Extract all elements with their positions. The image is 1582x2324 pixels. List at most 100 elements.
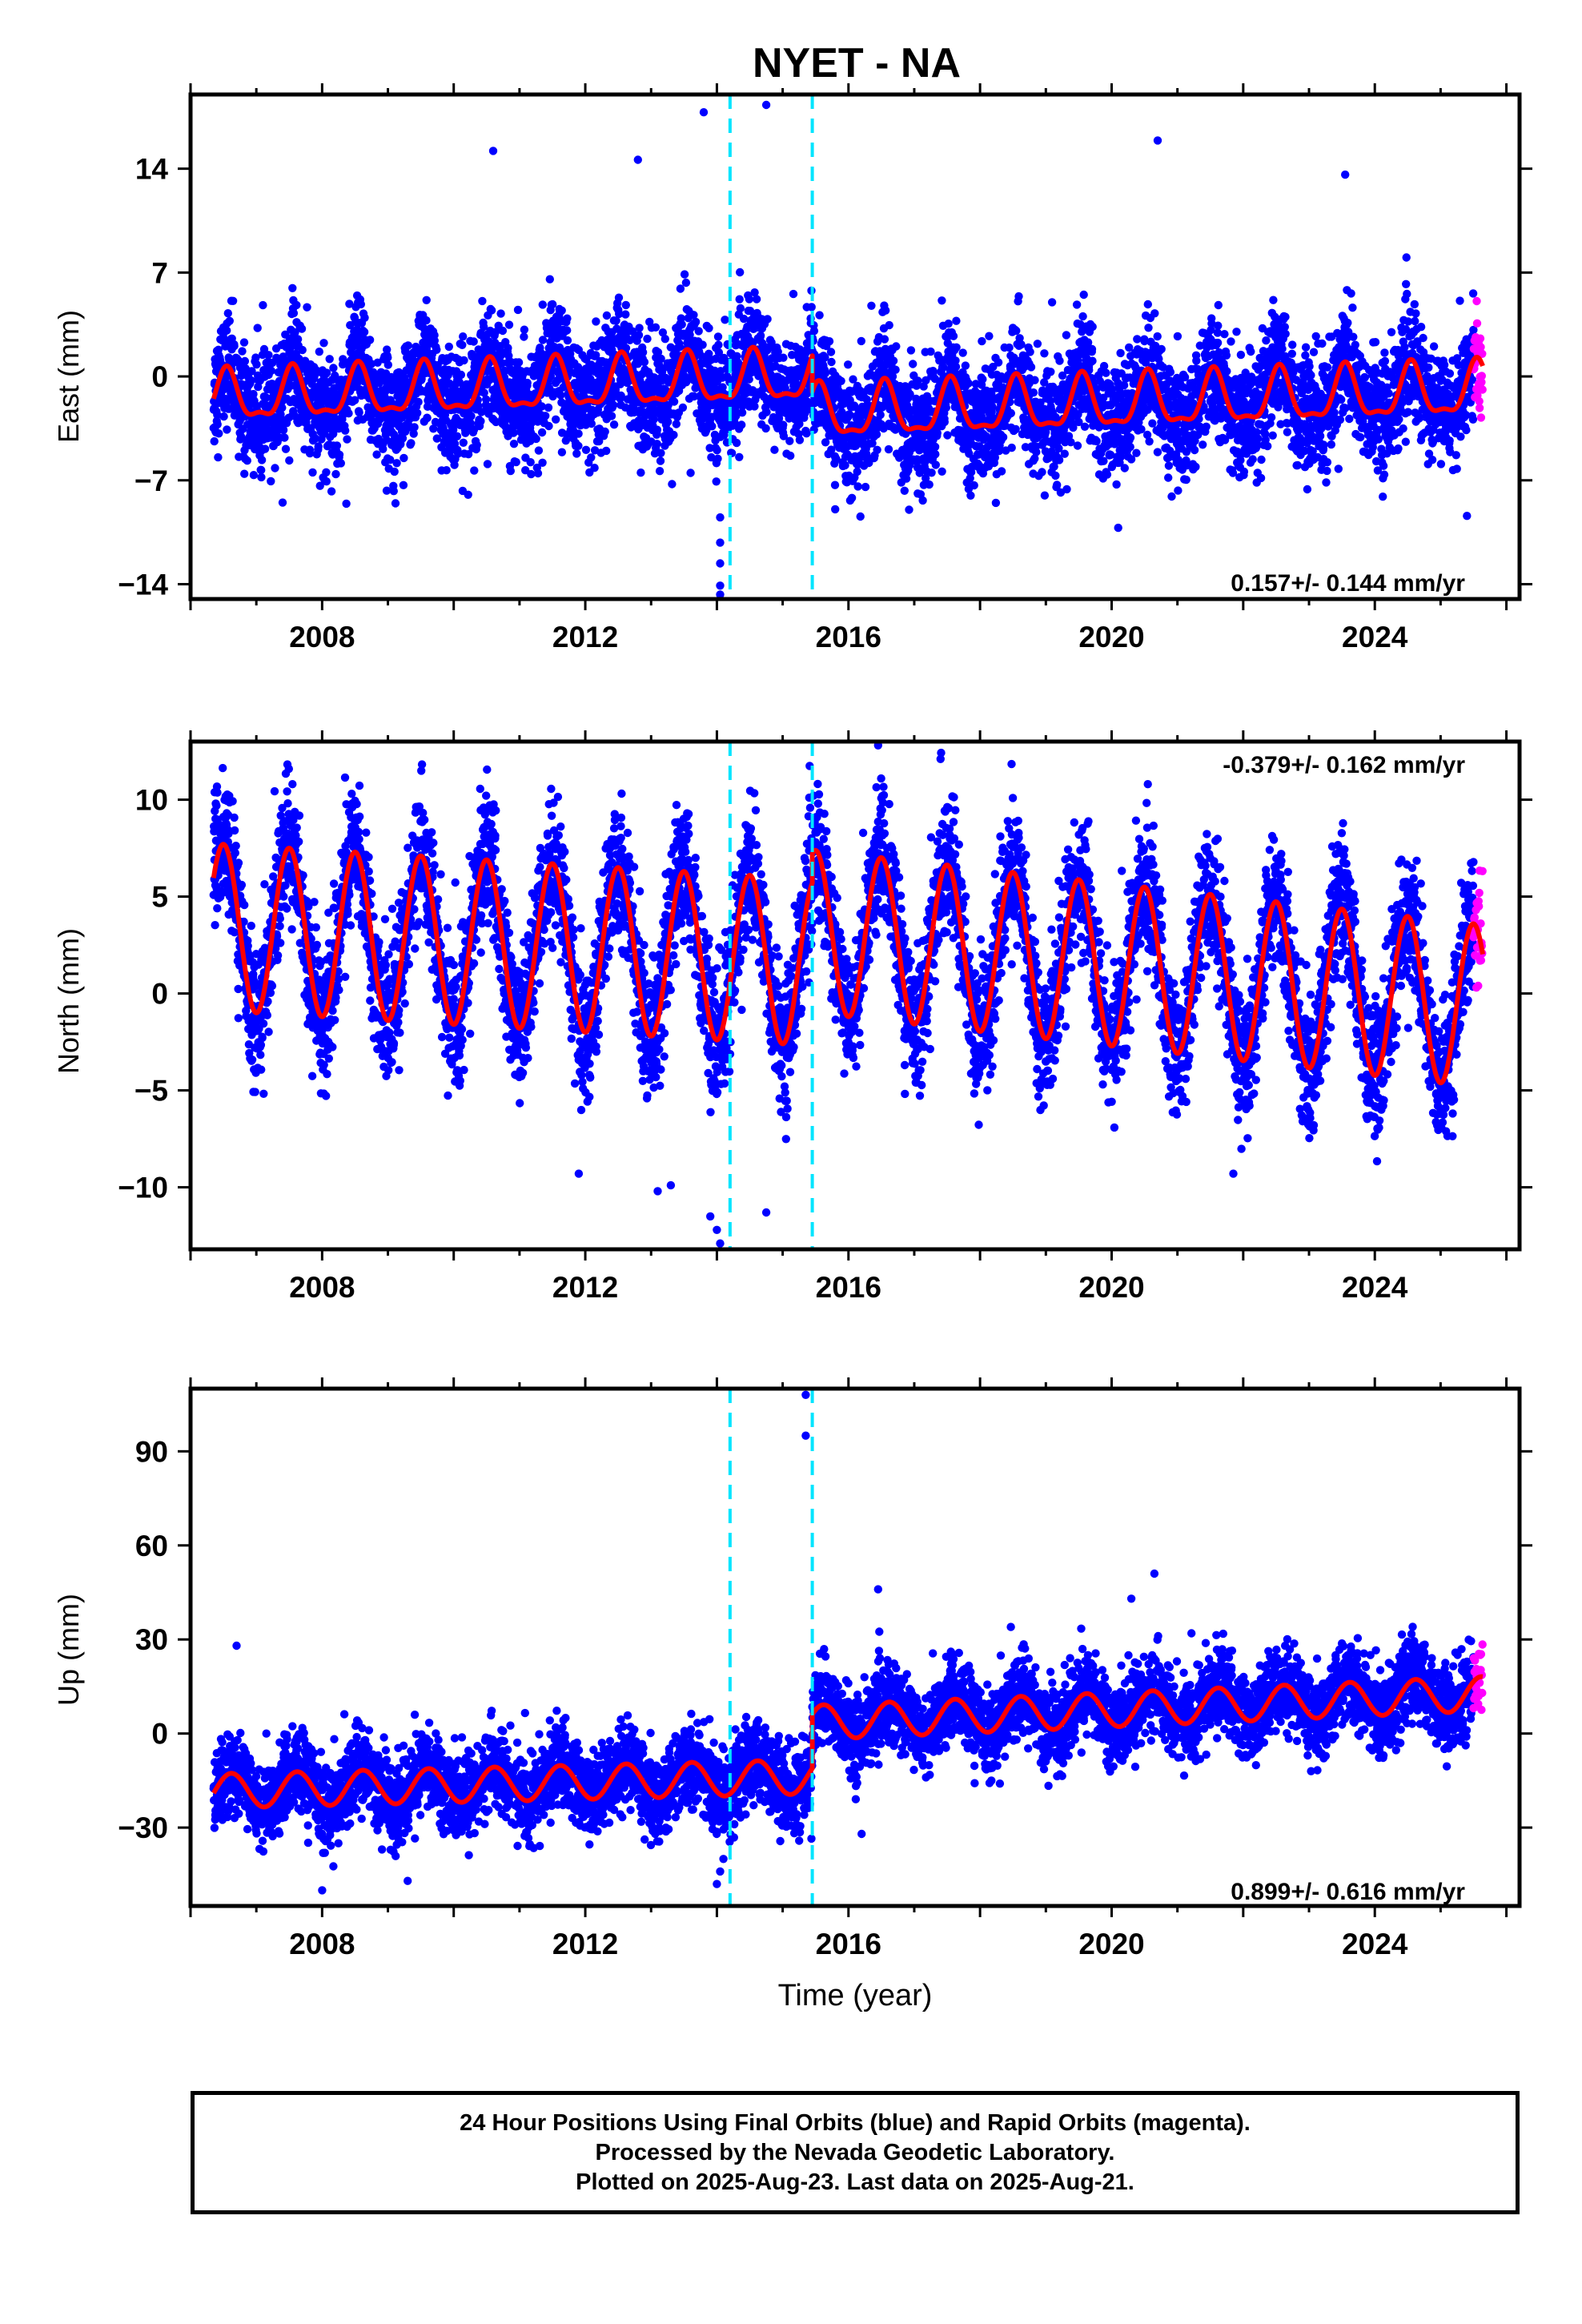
east-data-point [1080, 422, 1090, 431]
east-data-point [253, 324, 262, 332]
east-data-point [785, 436, 794, 445]
east-data-point [713, 332, 723, 341]
east-data-point [291, 328, 299, 337]
east-data-point [383, 345, 391, 354]
east-data-point [538, 300, 547, 309]
east-data-point [861, 482, 870, 492]
east-data-point [581, 445, 591, 454]
east-data-point [453, 449, 463, 458]
east-data-point [1014, 292, 1023, 301]
east-data-point [609, 400, 618, 409]
east-data-point [252, 360, 261, 369]
east-data-point [952, 343, 961, 352]
east-data-point [343, 435, 351, 444]
east-data-point [1153, 332, 1162, 341]
east-data-point [382, 486, 391, 495]
east-data-point [480, 322, 488, 332]
east-data-point [1038, 468, 1046, 476]
east-data-point [509, 440, 519, 448]
east-data-point [909, 360, 917, 368]
east-data-point [998, 432, 1008, 442]
east-data-point [815, 311, 824, 320]
east-data-point [830, 480, 840, 489]
east-final-orbit-points [209, 100, 1478, 599]
east-data-point [251, 353, 260, 362]
east-data-point [464, 490, 472, 499]
east-data-point [1012, 326, 1021, 336]
east-data-point [314, 442, 323, 451]
east-data-point [557, 448, 567, 456]
east-data-point [713, 446, 721, 455]
east-data-point [360, 313, 369, 322]
east-data-point [322, 477, 331, 486]
east-data-point [260, 444, 270, 453]
east-data-point [288, 283, 297, 292]
east-data-point [1060, 449, 1070, 458]
east-data-point [213, 420, 222, 429]
east-data-point [243, 456, 251, 465]
east-data-point [520, 325, 529, 334]
east-data-point [1126, 442, 1134, 452]
east-data-point [752, 295, 761, 304]
east-data-point [532, 434, 540, 444]
east-data-point [736, 267, 745, 277]
east-data-point [732, 438, 741, 448]
east-data-point [432, 434, 441, 443]
east-data-point [656, 456, 665, 465]
east-data-point [365, 336, 375, 344]
east-data-point [1079, 290, 1088, 300]
east-data-point [1102, 368, 1110, 377]
east-data-point [779, 353, 788, 362]
east-data-point [237, 432, 246, 441]
east-data-point [285, 456, 294, 465]
east-data-point [994, 358, 1003, 367]
east-data-point [607, 412, 616, 420]
east-data-point [638, 348, 648, 357]
east-data-point [271, 464, 279, 472]
east-data-point [1092, 436, 1101, 446]
east-data-point [590, 464, 599, 472]
east-data-point [390, 467, 399, 476]
east-data-point [483, 460, 492, 468]
east-data-point [247, 376, 255, 385]
east-data-point [538, 458, 547, 467]
east-data-point [698, 340, 707, 349]
east-data-point [442, 466, 451, 475]
east-data-point [257, 465, 266, 475]
east-data-point [386, 456, 395, 464]
east-data-point [691, 317, 701, 327]
east-data-point [506, 466, 515, 476]
east-data-point [779, 420, 788, 429]
east-data-point [825, 337, 834, 346]
east-data-point [278, 404, 287, 412]
east-data-point [548, 300, 557, 309]
east-data-point [636, 468, 645, 477]
east-data-point [837, 376, 845, 385]
east-data-point [1192, 356, 1201, 365]
east-data-point [238, 347, 247, 356]
east-data-point [1182, 475, 1191, 485]
east-data-point [281, 444, 291, 453]
east-data-point [452, 432, 462, 440]
east-data-point [527, 469, 536, 479]
east-data-point [925, 480, 934, 489]
east-data-point [678, 403, 688, 412]
east-data-point [1133, 335, 1142, 344]
east-data-point [856, 512, 865, 521]
east-data-point [467, 412, 476, 420]
east-data-point [675, 343, 685, 352]
chart-title: NYET - NA [753, 40, 961, 86]
east-data-point [523, 378, 532, 388]
east-data-point [761, 424, 770, 433]
east-data-point [1150, 309, 1159, 318]
east-data-point [230, 341, 239, 351]
east-data-point [640, 357, 649, 367]
east-data-point [400, 453, 408, 463]
east-data-point [513, 305, 523, 315]
east-data-point [1191, 462, 1200, 472]
east-data-point [1126, 433, 1135, 442]
east-data-point [533, 468, 543, 478]
east-data-point [1026, 363, 1036, 372]
east-data-point [821, 369, 830, 378]
east-data-point [311, 434, 320, 443]
